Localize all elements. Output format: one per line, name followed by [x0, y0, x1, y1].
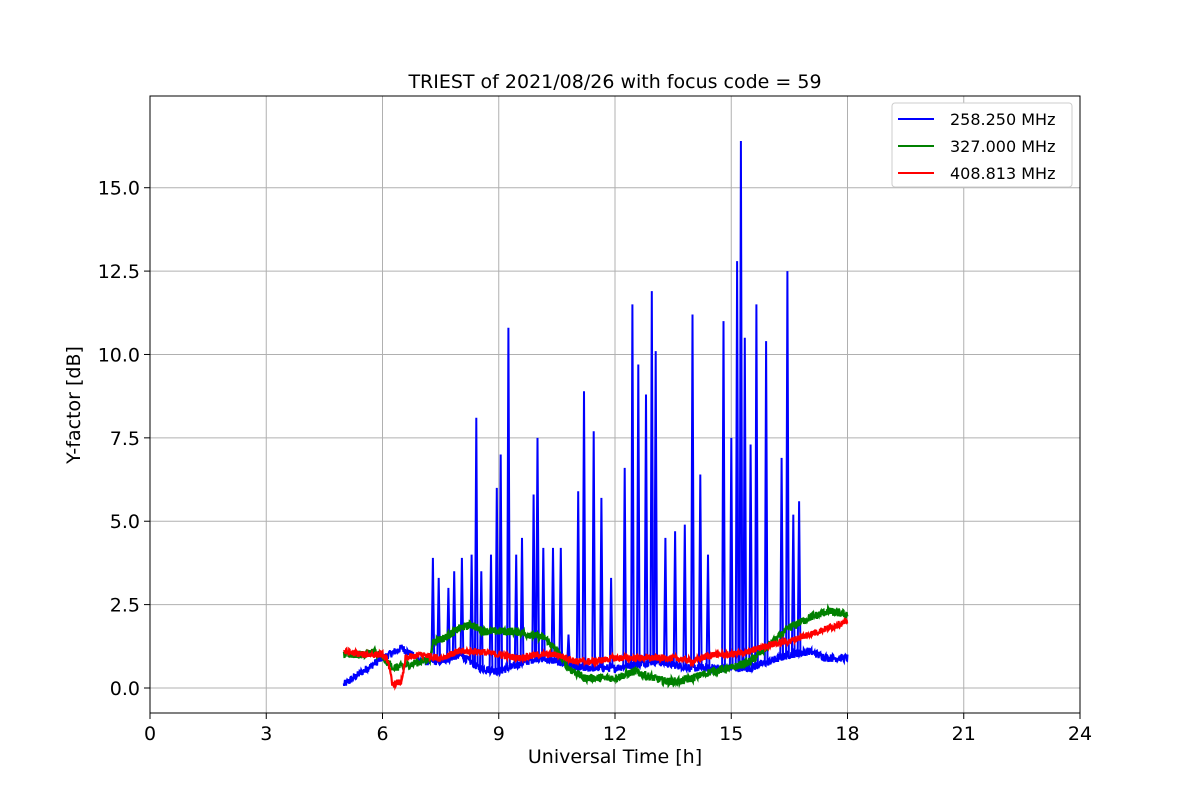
spike-point — [469, 554, 474, 663]
spike-point — [479, 571, 484, 669]
x-tick-label: 24 — [1068, 723, 1092, 745]
spike-point — [705, 554, 711, 669]
x-tick-label: 15 — [719, 723, 743, 745]
y-tick-label: 5.0 — [110, 511, 140, 533]
y-axis-label: Y-factor [dB] — [63, 346, 85, 465]
series-layer — [342, 140, 849, 691]
spike-point — [790, 514, 796, 655]
x-tick-label: 9 — [493, 723, 505, 745]
spike-point — [779, 457, 784, 658]
spike-point — [763, 341, 769, 663]
spike-point — [748, 444, 753, 669]
x-tick-label: 6 — [376, 723, 388, 745]
spike-point — [531, 494, 536, 660]
series-327-000-mhz — [342, 603, 849, 689]
legend-label: 408.813 MHz — [950, 164, 1055, 183]
spike-point — [653, 351, 658, 662]
legend-box — [891, 102, 1073, 188]
spike-point — [697, 474, 703, 669]
x-tick-label: 18 — [835, 723, 859, 745]
spike-point — [581, 391, 587, 669]
chart-title: TRIEST of 2021/08/26 with focus code = 5… — [407, 71, 821, 93]
spike-point — [473, 417, 479, 666]
spike-point — [436, 577, 441, 662]
legend-label: 327.000 MHz — [950, 137, 1055, 156]
spike-point — [519, 537, 525, 664]
y-tick-label: 2.5 — [110, 595, 140, 617]
spike-point — [663, 537, 668, 664]
spike-point — [541, 547, 546, 660]
spike-point — [599, 497, 604, 669]
x-tick-label: 0 — [144, 723, 156, 745]
x-tick-label: 21 — [952, 723, 976, 745]
spike-point — [558, 547, 564, 663]
y-tick-label: 7.5 — [110, 428, 140, 450]
spike-point — [785, 271, 790, 656]
legend-label: 258.250 MHz — [950, 110, 1055, 129]
spike-point — [608, 577, 614, 669]
spike-point — [535, 437, 540, 659]
x-tick-label: 12 — [603, 723, 627, 745]
spike-point — [451, 571, 457, 657]
spike-point — [506, 327, 511, 669]
spike-point — [728, 437, 734, 669]
spike-point — [672, 531, 678, 666]
spike-point — [738, 140, 744, 669]
spike-point — [742, 337, 748, 669]
y-tick-label: 0.0 — [110, 678, 140, 700]
spike-point — [591, 431, 596, 669]
spike-point — [643, 394, 649, 663]
spike-point — [690, 314, 695, 669]
spike-point — [494, 487, 500, 672]
series-408-813-mhz — [342, 617, 849, 691]
spike-point — [513, 554, 519, 666]
spike-point — [649, 291, 655, 662]
grid — [149, 96, 1081, 713]
spike-point — [721, 321, 726, 669]
spike-point — [446, 587, 451, 659]
spike-point — [498, 454, 503, 671]
x-axis-label: Universal Time [h] — [528, 746, 702, 768]
y-tick-label: 10.0 — [98, 344, 140, 366]
y-tick-label: 12.5 — [98, 261, 140, 283]
spike-point — [459, 557, 465, 657]
y-tick-label: 15.0 — [98, 178, 140, 200]
spike-point — [796, 501, 802, 654]
spike-point — [575, 491, 581, 669]
spike-point — [630, 304, 635, 666]
spike-point — [734, 261, 740, 669]
spike-point — [550, 547, 556, 661]
x-tick-label: 3 — [260, 723, 272, 745]
spike-point — [635, 364, 641, 665]
axis-ticks: 0 3 6 9 12 15 18 21 24 0.0 2.5 5.0 7.5 10.0 12.5 15.0 — [98, 178, 1092, 745]
spike-point — [754, 304, 759, 667]
legend: 258.250 MHz 327.000 MHz 408.813 MHz — [891, 102, 1073, 188]
spike-point — [682, 524, 688, 667]
spike-point — [430, 557, 436, 662]
spike-point — [622, 467, 627, 667]
spike-point — [566, 634, 571, 666]
